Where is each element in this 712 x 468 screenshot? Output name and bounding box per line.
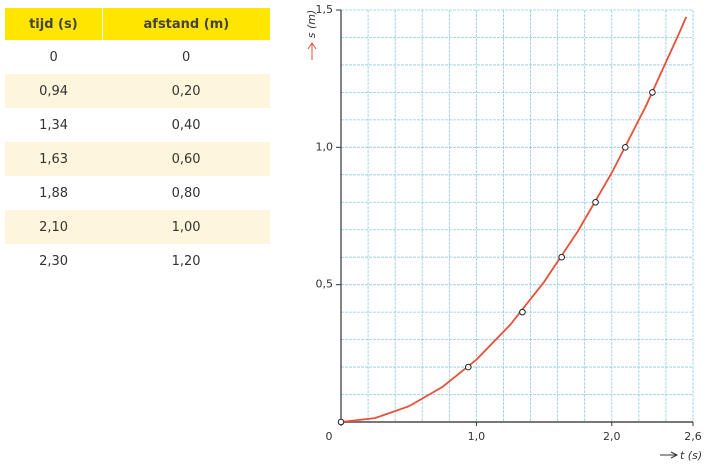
table-row: 1,34 0,40 [5,108,270,142]
table-cell: 0 [49,49,58,65]
table-row: 2,10 1,00 [5,210,270,244]
table-header: tijd (s) afstand (m) [5,8,270,40]
curve [340,16,688,423]
x-axis-label: t (s) [680,449,702,462]
x-tick-label: 0 [326,430,333,443]
header-cell: afstand (m) [101,8,270,40]
data-table: tijd (s) afstand (m) 0 0 0,94 0,20 1,34 0,40 1… [5,8,270,278]
table-cell: 0,40 [171,117,201,133]
data-point [464,363,472,371]
y-axis-label: s (m) [305,10,318,39]
x-tick-label: 2,6 [684,430,702,443]
table-cell: 1,34 [39,117,69,133]
x-tick-label: 1,0 [468,430,486,443]
table-cell: 0,20 [102,74,270,108]
table-cell: 2,30 [39,253,69,269]
table-cell: 1,00 [102,210,270,244]
table-cell: 0,80 [171,185,201,201]
table-cell: 1,20 [171,253,201,269]
data-point [649,89,656,96]
table-cell: 0,60 [102,142,270,176]
table-cell: 0,94 [5,74,103,108]
table-cell: 1,88 [39,185,69,201]
table-cell: 0 [181,49,191,65]
data-point [592,198,599,206]
y-arrow [307,42,317,60]
table-row: 1,63 0,60 [5,142,270,176]
header-cell: tijd (s) [5,8,103,40]
x-tick-label: 2,0 [603,430,621,443]
table-cell: 2,10 [5,210,103,244]
data-point [558,253,565,261]
table-row: 1,88 0,80 [5,176,270,210]
y-tick-label: 1,5 [316,3,334,16]
y-tick-label: 0,5 [316,278,334,291]
table-cell: 1,63 [5,142,103,176]
data-point [519,308,526,316]
data-point [337,418,345,426]
y-tick-label: 1,0 [316,140,334,153]
table-row: 2,30 1,20 [5,244,270,278]
table-row: 0,94 0,20 [5,74,270,108]
data-point [622,144,629,151]
x-arrow [660,451,679,459]
